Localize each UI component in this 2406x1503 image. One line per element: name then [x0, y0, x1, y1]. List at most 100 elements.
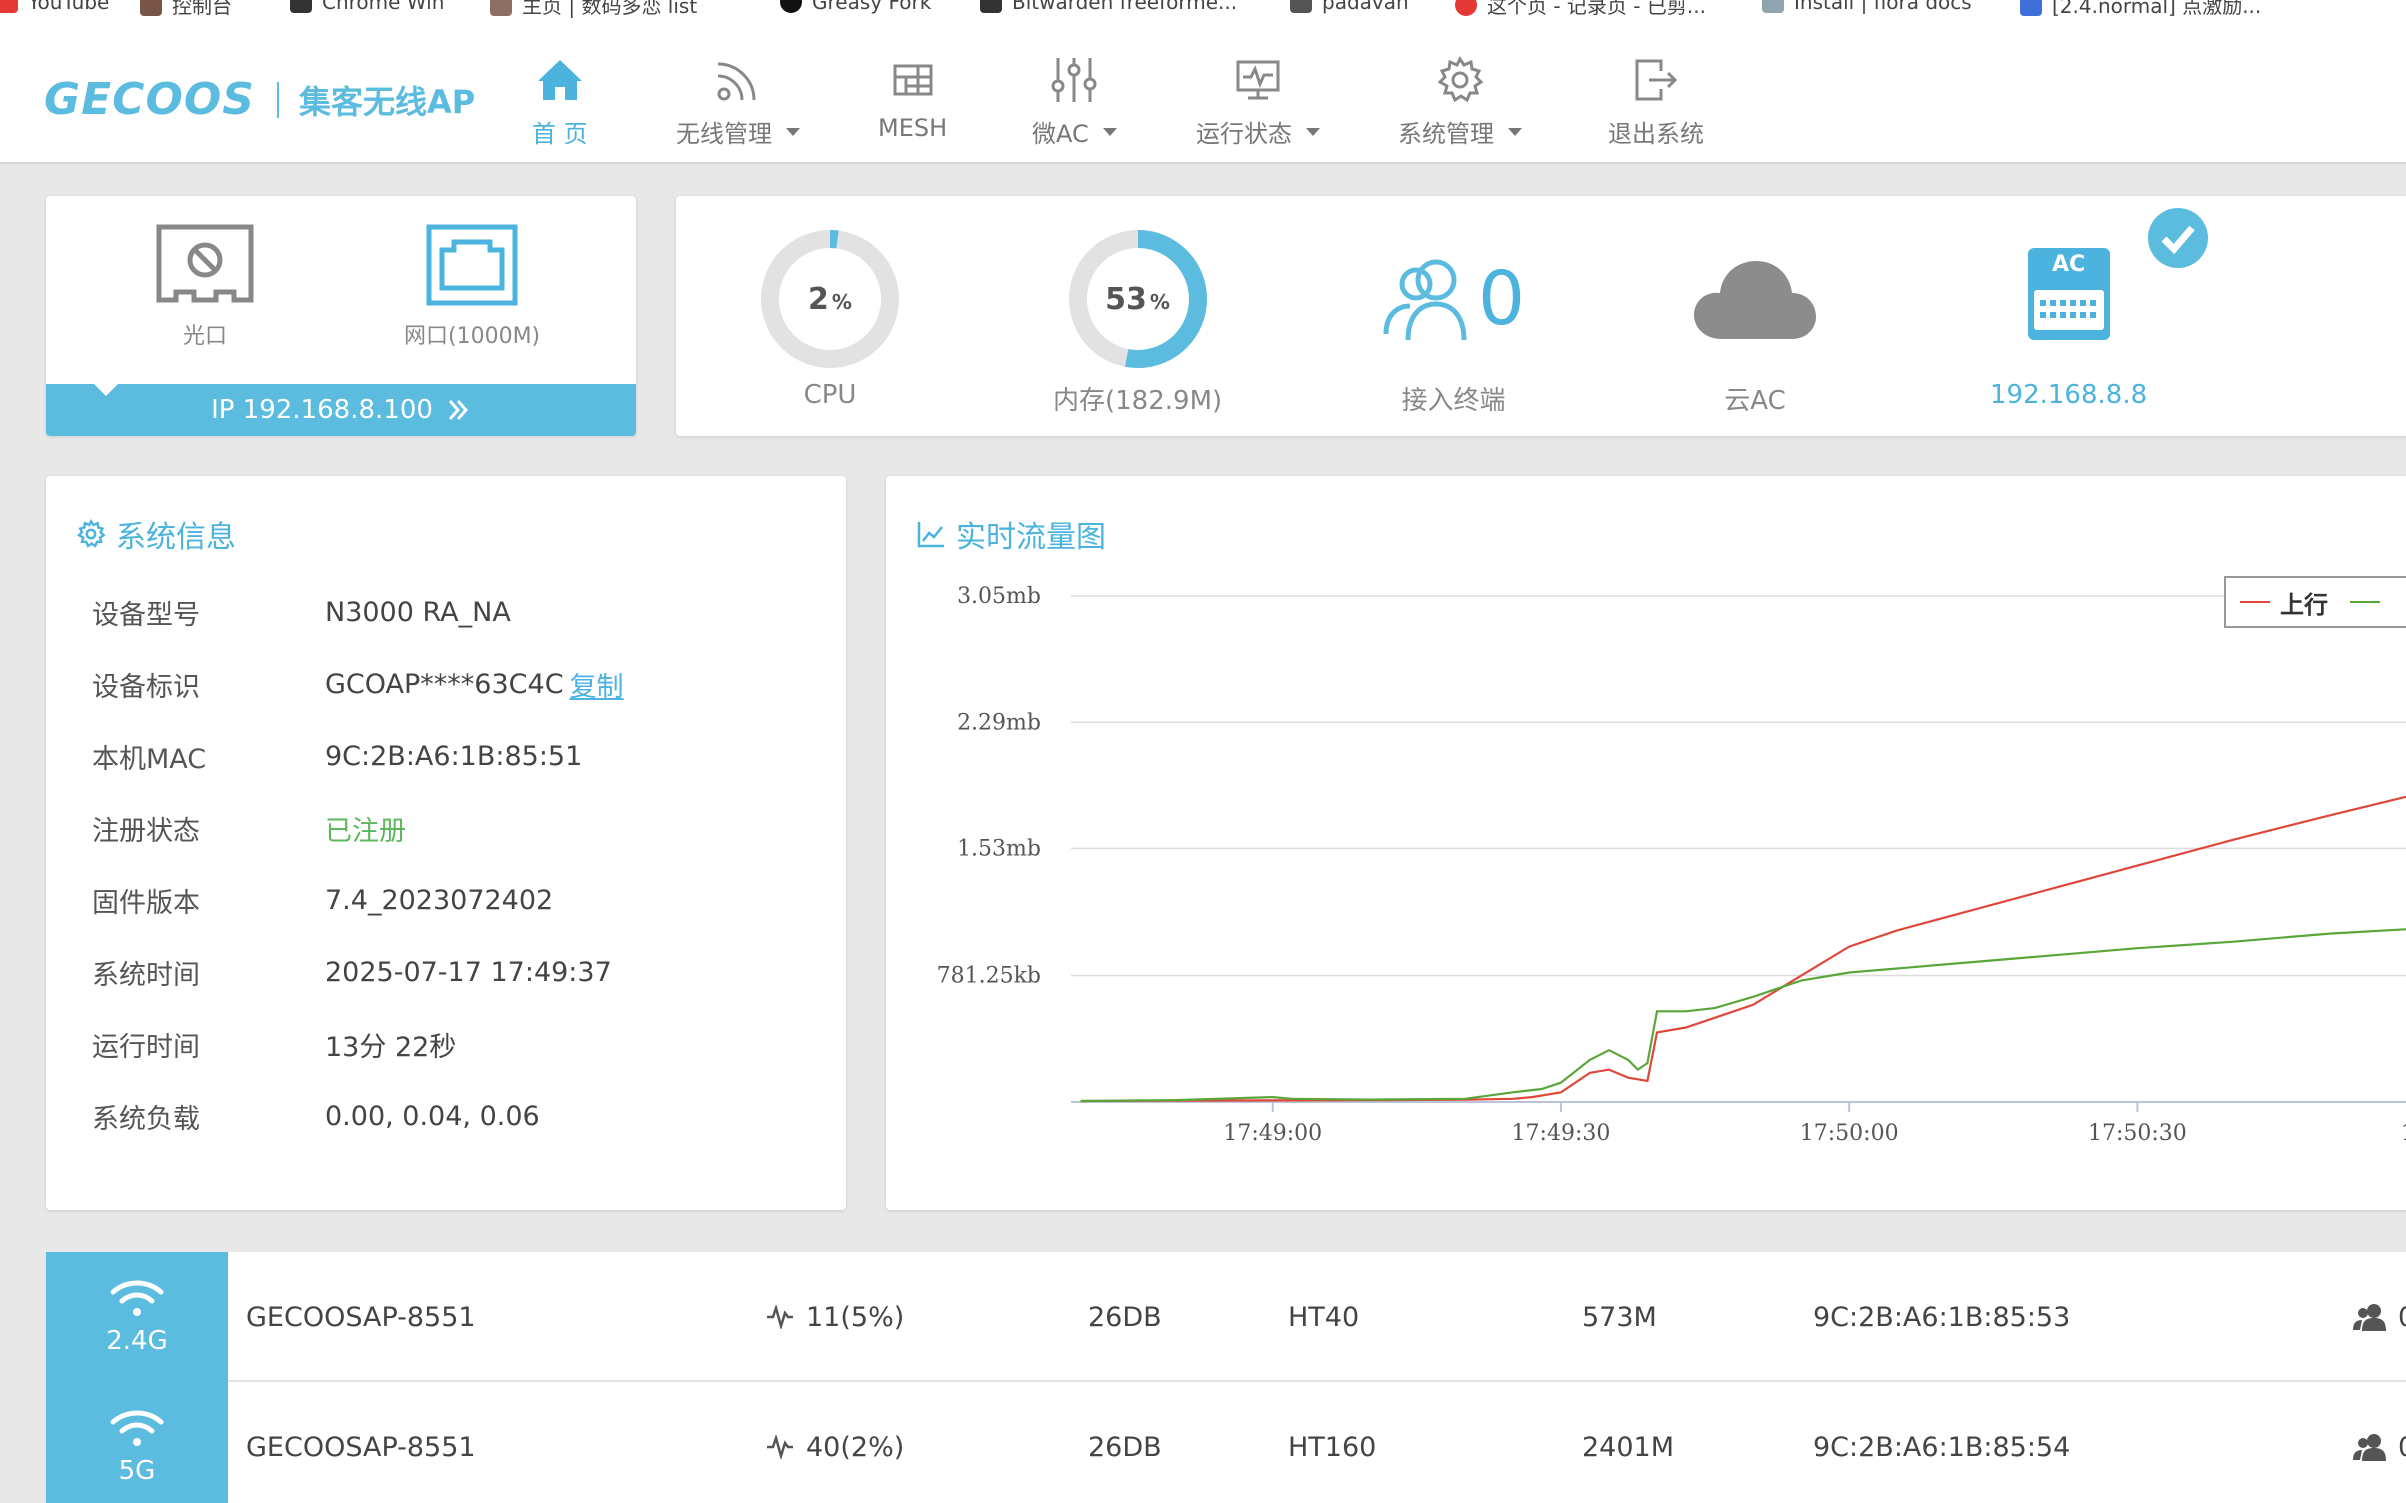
check-circle-icon	[2148, 208, 2208, 268]
wifi-row-2g[interactable]: 2.4G GECOOSAP-8551 11(5%) 26DB HT40 573M…	[46, 1252, 2406, 1382]
info-value: 9C:2B:A6:1B:85:51	[325, 740, 583, 772]
info-key: 设备标识	[92, 671, 200, 703]
ip-address: IP 192.168.8.100	[211, 395, 433, 425]
nav-mesh[interactable]: MESH	[878, 52, 947, 142]
wifi-ssid: GECOOSAP-8551	[246, 1431, 476, 1463]
bookmark-item[interactable]: YouTube	[0, 0, 109, 14]
cpu-donut	[761, 230, 899, 368]
y-tick-label: 2.29mb	[957, 710, 1041, 735]
band-label: 5G	[118, 1456, 156, 1486]
wifi-icon	[110, 1410, 164, 1446]
system-info-header: 系统信息	[76, 512, 236, 556]
memory-value: 53	[1105, 281, 1147, 317]
info-key: 系统负载	[92, 1103, 200, 1135]
nav-wireless[interactable]: 无线管理	[676, 52, 800, 149]
info-row-registration: 注册状态 已注册	[92, 808, 406, 848]
bookmark-item[interactable]: Install | flora docs	[1762, 0, 1972, 14]
bookmark-item[interactable]: 主页 | 数码多恋 list	[490, 0, 697, 19]
nav-home[interactable]: 首 页	[532, 52, 588, 149]
nav-micro-ac[interactable]: 微AC	[1032, 52, 1117, 149]
info-row-device-id: 设备标识 GCOAP****63C4C 复制	[92, 664, 624, 704]
wifi-channel: 40(2%)	[766, 1382, 904, 1503]
info-key: 注册状态	[92, 815, 200, 847]
gear-icon	[77, 519, 106, 548]
bookmark-item[interactable]: Bitwarden freeforme...	[980, 0, 1237, 14]
wifi-row-5g[interactable]: 5G GECOOSAP-8551 40(2%) 26DB HT160 2401M…	[46, 1382, 2406, 1503]
info-row-system-time: 系统时间 2025-07-17 17:49:37	[92, 952, 612, 992]
bookmark-item[interactable]: 控制台	[140, 0, 232, 19]
info-row-mac: 本机MAC 9C:2B:A6:1B:85:51	[92, 736, 582, 776]
legend-label-up: 上行	[2280, 590, 2328, 619]
memory-donut	[1068, 230, 1207, 368]
chevron-down-icon	[786, 127, 800, 136]
nav-label: 运行状态	[1196, 120, 1292, 148]
logout-icon	[1633, 52, 1679, 108]
info-key: 固件版本	[92, 887, 200, 919]
wifi-channel-value: 11(5%)	[806, 1301, 905, 1333]
cpu-stat[interactable]: 2% CPU	[759, 228, 901, 410]
chevron-down-icon	[1102, 127, 1117, 136]
ac-address[interactable]: 192.168.8.8	[1990, 380, 2148, 410]
memory-usage-arc	[1068, 230, 1207, 368]
series-line-up	[1080, 795, 2406, 1103]
nav-label: MESH	[878, 114, 948, 142]
optical-port-icon	[156, 224, 254, 303]
optical-port-label: 光口	[182, 324, 227, 349]
copy-link[interactable]: 复制	[569, 671, 624, 703]
band-badge[interactable]: 2.4G	[46, 1252, 228, 1382]
traffic-chart-card: 实时流量图 781.25kb 1.53mb 2.29mb 3.05mb 17:49:00…	[886, 476, 2406, 1210]
nav-label: 系统管理	[1398, 120, 1494, 148]
ip-address-bar[interactable]: IP 192.168.8.100	[46, 384, 636, 436]
system-info-card: 系统信息 设备型号 N3000 RA_NA 设备标识 GCOAP****63C4C 复…	[46, 476, 846, 1210]
info-value: 13分 22秒	[325, 1031, 457, 1063]
optical-port[interactable]: 光口	[156, 224, 254, 350]
nav-system-management[interactable]: 系统管理	[1398, 52, 1522, 149]
traffic-line-chart: 781.25kb 1.53mb 2.29mb 3.05mb 17:49:00 17:49:…	[937, 584, 2406, 1146]
bookmark-icon	[1290, 0, 1312, 13]
nav-run-status[interactable]: 运行状态	[1196, 52, 1320, 149]
x-tick-label: 17:5	[2401, 1121, 2406, 1146]
chevron-down-icon	[1306, 127, 1320, 136]
band-label: 2.4G	[106, 1326, 168, 1356]
brand-logo[interactable]: GECOOS 集客无线AP	[44, 74, 475, 125]
memory-label: 内存(182.9M)	[1053, 386, 1223, 416]
nav-label: 首 页	[532, 120, 588, 148]
double-chevron-right-icon	[448, 400, 468, 420]
nav-label: 无线管理	[676, 120, 772, 148]
pulse-icon	[767, 1305, 793, 1329]
bookmark-icon	[980, 0, 1002, 13]
x-tick-label: 17:50:30	[2088, 1121, 2187, 1146]
info-row-load: 系统负载 0.00, 0.04, 0.06	[92, 1096, 540, 1136]
clients-stat[interactable]: 0 接入终端	[1382, 228, 1525, 417]
ac-stat[interactable]: AC 192.168.8.8	[1990, 228, 2147, 410]
info-value: 7.4_2023072402	[325, 884, 554, 916]
series-line-down	[1080, 928, 2406, 1103]
bookmark-item[interactable]: [2.4.normal] 点激励...	[2020, 0, 2261, 19]
memory-stat[interactable]: 53% 内存(182.9M)	[1053, 228, 1222, 417]
wifi-ssid: GECOOSAP-8551	[246, 1301, 476, 1333]
info-row-uptime: 运行时间 13分 22秒	[92, 1024, 456, 1064]
bookmark-icon	[1762, 0, 1784, 13]
ethernet-port-icon	[426, 224, 518, 306]
bookmark-item[interactable]: 这个页 - 记录页 - 已剪...	[1455, 0, 1706, 19]
bookmark-item[interactable]: padavan	[1290, 0, 1409, 14]
nav-logout[interactable]: 退出系统	[1608, 52, 1704, 149]
wifi-clients[interactable]: 0	[2352, 1252, 2406, 1382]
traffic-chart-title: 实时流量图	[956, 520, 1106, 555]
x-tick-label: 17:49:30	[1512, 1121, 1611, 1146]
info-row-firmware: 固件版本 7.4_2023072402	[92, 880, 553, 920]
bookmark-item[interactable]: Greasy Fork	[780, 0, 931, 14]
bookmark-item[interactable]: Chrome Win	[290, 0, 444, 14]
cpu-unit: %	[831, 290, 852, 314]
chart-legend: 上行	[2224, 576, 2406, 628]
bookmark-icon	[140, 0, 162, 16]
ethernet-port[interactable]: 网口(1000M)	[404, 224, 540, 350]
legend-swatch-up	[2240, 601, 2270, 603]
mesh-icon	[892, 52, 934, 108]
band-badge[interactable]: 5G	[46, 1382, 228, 1503]
wifi-clients[interactable]: 0	[2352, 1382, 2406, 1503]
monitor-icon	[1235, 52, 1281, 108]
line-chart-icon	[917, 522, 944, 548]
nav-label: 退出系统	[1608, 120, 1704, 148]
cloud-ac-stat[interactable]: 云AC	[1692, 228, 1818, 417]
